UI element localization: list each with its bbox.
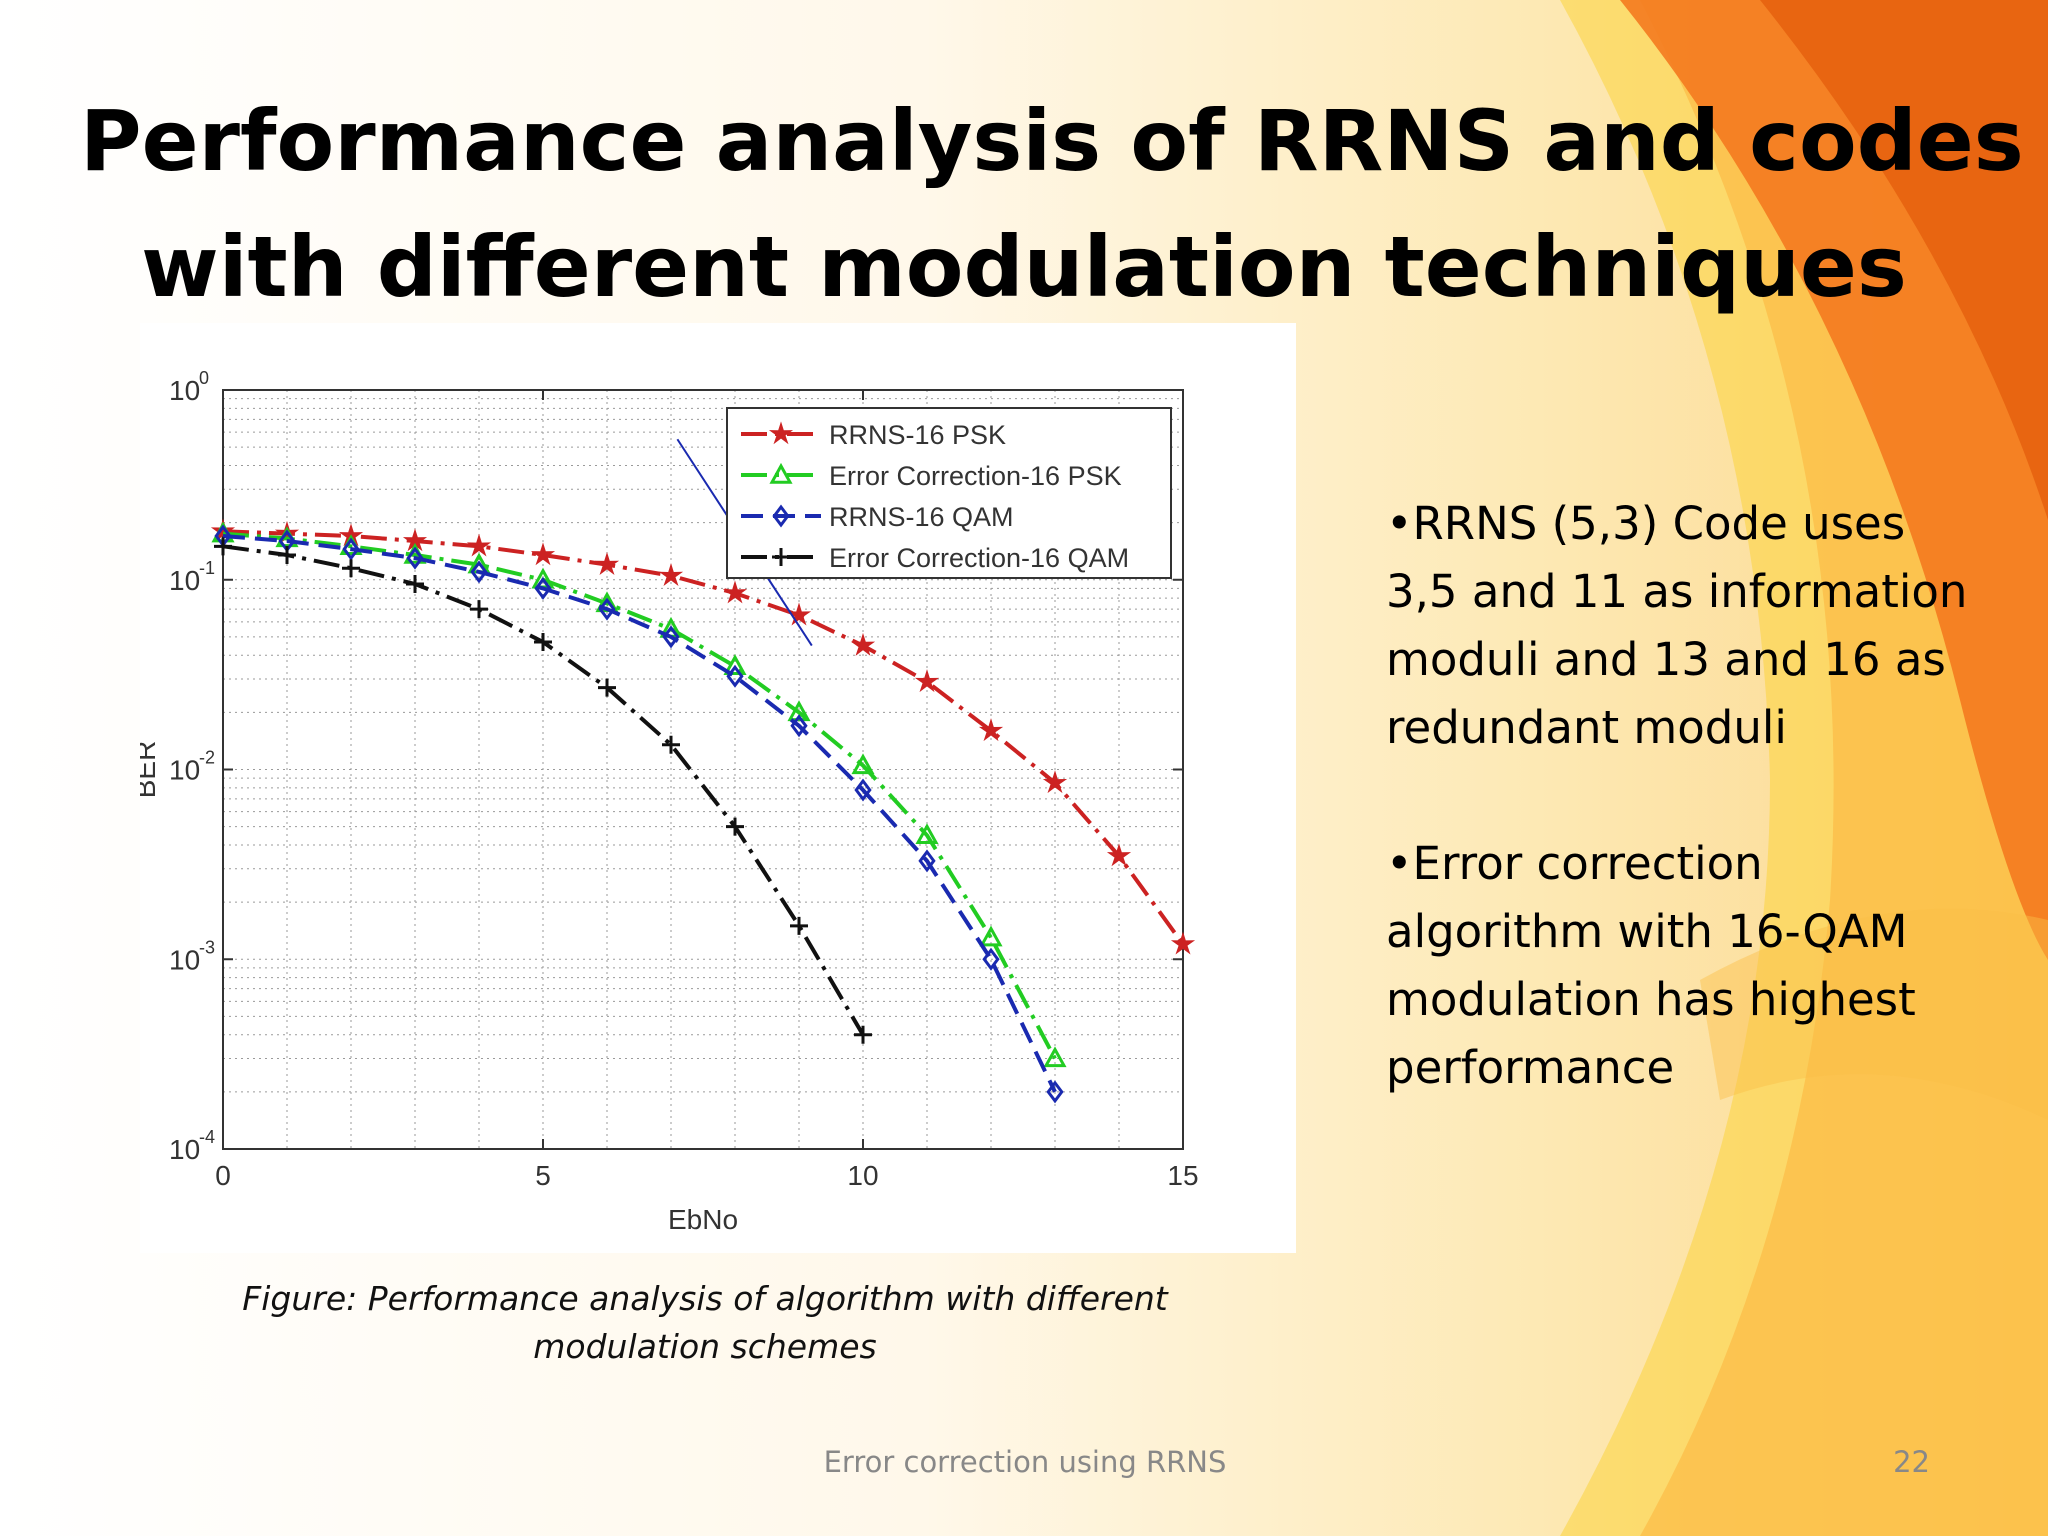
x-tick-label: 5 (535, 1160, 551, 1191)
data-point (466, 533, 492, 557)
data-point (1042, 770, 1068, 794)
data-point (598, 678, 616, 697)
legend-marker (768, 421, 794, 445)
y-tick-exponent: 0 (199, 368, 209, 388)
data-point (1046, 1080, 1064, 1104)
legend-label: Error Correction-16 QAM (829, 543, 1129, 573)
x-axis-label: EbNo (668, 1204, 738, 1235)
data-point (662, 735, 680, 754)
x-tick-label: 10 (847, 1160, 878, 1191)
x-tick-label: 15 (1167, 1160, 1198, 1191)
data-point (534, 632, 552, 651)
data-point (790, 916, 808, 935)
y-tick-exponent: -3 (199, 937, 215, 957)
data-point (342, 559, 360, 578)
data-point (658, 562, 684, 586)
data-point (982, 947, 1000, 971)
title-line-2: with different modulation techniques (141, 218, 1907, 316)
series-line (222, 531, 1057, 1060)
series-line (222, 534, 1057, 1093)
data-point (598, 597, 616, 621)
legend-box (726, 407, 1172, 579)
y-tick-exponent: -1 (199, 558, 215, 578)
legend-label: RRNS-16 PSK (829, 420, 1006, 450)
data-point (530, 542, 556, 566)
data-point (534, 576, 552, 600)
legend-marker (769, 462, 793, 484)
data-point (1170, 931, 1196, 955)
data-point (214, 537, 232, 556)
data-point (406, 574, 424, 593)
data-point (854, 778, 872, 802)
y-tick-label: 10 (169, 944, 200, 975)
data-point (726, 817, 744, 836)
x-tick-label: 0 (215, 1160, 231, 1191)
data-point (854, 1025, 872, 1044)
data-point (1043, 1046, 1067, 1068)
y-tick-exponent: -2 (199, 748, 215, 768)
page-number: 22 (1893, 1445, 1930, 1479)
data-point (470, 560, 488, 584)
data-point (342, 537, 360, 561)
y-tick-label: 10 (169, 565, 200, 596)
legend-label: Error Correction-16 PSK (829, 461, 1122, 491)
data-point (662, 625, 680, 649)
data-point (594, 552, 620, 575)
footer-text: Error correction using RRNS (823, 1445, 1227, 1479)
bullet-item: •RRNS (5,3) Code uses 3,5 and 11 as info… (1386, 497, 1968, 754)
slide-title: Performance analysis of RRNS and codes w… (80, 78, 2024, 330)
ber-chart: 0 5 10 1510010-110-210-310-4EbNoBERRRNS-16 … (140, 368, 1199, 1235)
data-point (851, 753, 875, 775)
bullet-item: •Error correction algorithm with 16-QAM … (1386, 837, 1916, 1094)
data-point (470, 600, 488, 619)
legend-marker (772, 504, 790, 528)
data-point (914, 669, 940, 693)
data-point (918, 849, 936, 873)
data-point (915, 823, 939, 845)
figure-caption: Figure: Performance analysis of algorith… (242, 1279, 1168, 1366)
data-point (786, 602, 812, 626)
data-point (406, 546, 424, 570)
y-tick-exponent: -4 (199, 1127, 215, 1147)
data-point (722, 580, 748, 604)
data-point (850, 632, 876, 656)
bullet-list: •RRNS (5,3) Code uses 3,5 and 11 as info… (1386, 490, 1986, 1170)
legend-label: RRNS-16 QAM (829, 502, 1014, 532)
chart-figure: 0 5 10 15 10 0 10 -1 10 -2 10 -3 10 -4 EbNo BER RRNS-16 … (140, 323, 1296, 1253)
data-point (723, 654, 747, 675)
y-tick-label: 10 (169, 1134, 200, 1165)
data-point (979, 925, 1003, 947)
y-tick-label: 10 (169, 755, 200, 786)
series-line (222, 529, 1185, 946)
y-tick-label: 10 (169, 375, 200, 406)
data-point (726, 664, 744, 688)
y-axis-label: BER (140, 741, 161, 799)
data-point (278, 546, 296, 565)
data-point (978, 718, 1004, 742)
legend-marker (772, 548, 790, 566)
data-point (790, 714, 808, 738)
data-point (787, 700, 811, 722)
title-line-1: Performance analysis of RRNS and codes (80, 92, 2024, 190)
data-point (1106, 843, 1132, 867)
